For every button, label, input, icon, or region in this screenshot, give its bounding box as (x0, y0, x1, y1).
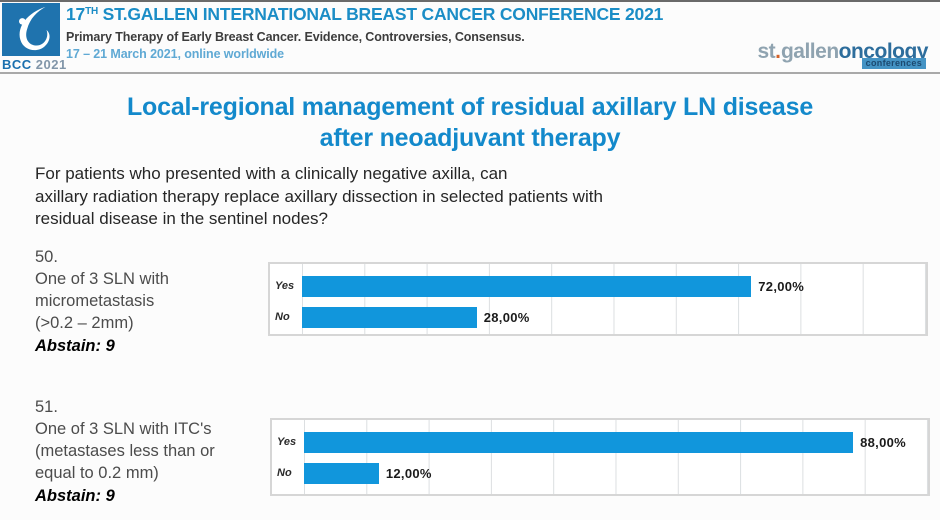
bar-track: 12,00% (304, 463, 928, 484)
bar-value-label: 28,00% (483, 310, 530, 325)
question-text: For patients who presented with a clinic… (35, 164, 603, 228)
poll-51-number: 51. (35, 398, 58, 416)
bar-row-no: No 12,00% (272, 463, 928, 484)
bar-yes (302, 276, 752, 297)
conference-title-prefix: 17 (66, 4, 86, 24)
bar-row-yes: Yes 72,00% (270, 276, 926, 297)
bar-category-label: No (275, 311, 290, 323)
bar-no (302, 307, 477, 328)
bar-track: 28,00% (302, 307, 926, 328)
conference-header: 17TH ST.GALLEN INTERNATIONAL BREAST CANC… (66, 4, 663, 61)
poll-50-abstain: Abstain: 9 (35, 337, 115, 355)
conference-dates: 17 – 21 March 2021, online worldwide (66, 47, 285, 61)
slide-title-line2: after neoadjuvant therapy (319, 124, 621, 152)
stgallen-oncology-logo: st.gallenoncology conferences (757, 40, 929, 69)
poll-51-statement: One of 3 SLN with ITC's (metastases less … (35, 420, 215, 482)
bar-category-label: No (277, 467, 292, 479)
bar-yes (304, 432, 854, 453)
bcc-logo: BCC 2021 (2, 3, 67, 72)
bar-row-no: No 28,00% (270, 307, 926, 328)
poll-50-label: 50. One of 3 SLN with micrometastasis (>0.… (35, 246, 169, 357)
bar-value-label: 12,00% (385, 466, 432, 481)
conference-subtitle: Primary Therapy of Early Breast Cancer. … (66, 30, 525, 44)
poll-50-chart: Yes 72,00% No 28,00% (268, 262, 928, 336)
conference-title: 17TH ST.GALLEN INTERNATIONAL BREAST CANC… (66, 4, 663, 25)
bcc-logo-square (2, 3, 60, 56)
header-divider (0, 72, 940, 74)
brand-oncology: oncology (838, 40, 929, 63)
bar-row-yes: Yes 88,00% (272, 432, 928, 453)
poll-51-abstain: Abstain: 9 (35, 487, 115, 505)
bar-no (304, 463, 379, 484)
swan-drop-icon (19, 6, 50, 51)
brand-conferences-badge: conferences (861, 58, 926, 69)
bar-value-label: 72,00% (758, 279, 805, 294)
poll-50-number: 50. (35, 248, 58, 266)
bcc-year: 2021 (35, 57, 67, 72)
poll-50-statement: One of 3 SLN with micrometastasis (>0.2 – … (35, 270, 169, 332)
slide-title: Local-regional management of residual ax… (0, 92, 940, 154)
poll-51-chart: Yes 88,00% No 12,00% (270, 418, 930, 496)
slide-title-line1: Local-regional management of residual ax… (126, 93, 814, 121)
bcc-label: BCC (2, 57, 32, 72)
video-top-edge (0, 0, 940, 2)
brand-st: st (757, 40, 776, 63)
bar-value-label: 88,00% (860, 435, 907, 450)
conference-title-rest: ST.GALLEN INTERNATIONAL BREAST CANCER CO… (98, 4, 664, 24)
bar-category-label: Yes (277, 436, 297, 448)
brand-dot: . (775, 40, 781, 63)
brand-gallen: gallen (780, 40, 839, 63)
bar-category-label: Yes (275, 280, 295, 292)
conference-title-ordinal: TH (85, 6, 99, 17)
poll-50-chart-gridlines (302, 264, 926, 334)
bcc-logo-caption: BCC 2021 (2, 57, 67, 72)
poll-51-label: 51. One of 3 SLN with ITC's (metastases l… (35, 396, 215, 507)
bar-track: 88,00% (304, 432, 928, 453)
bar-track: 72,00% (302, 276, 926, 297)
